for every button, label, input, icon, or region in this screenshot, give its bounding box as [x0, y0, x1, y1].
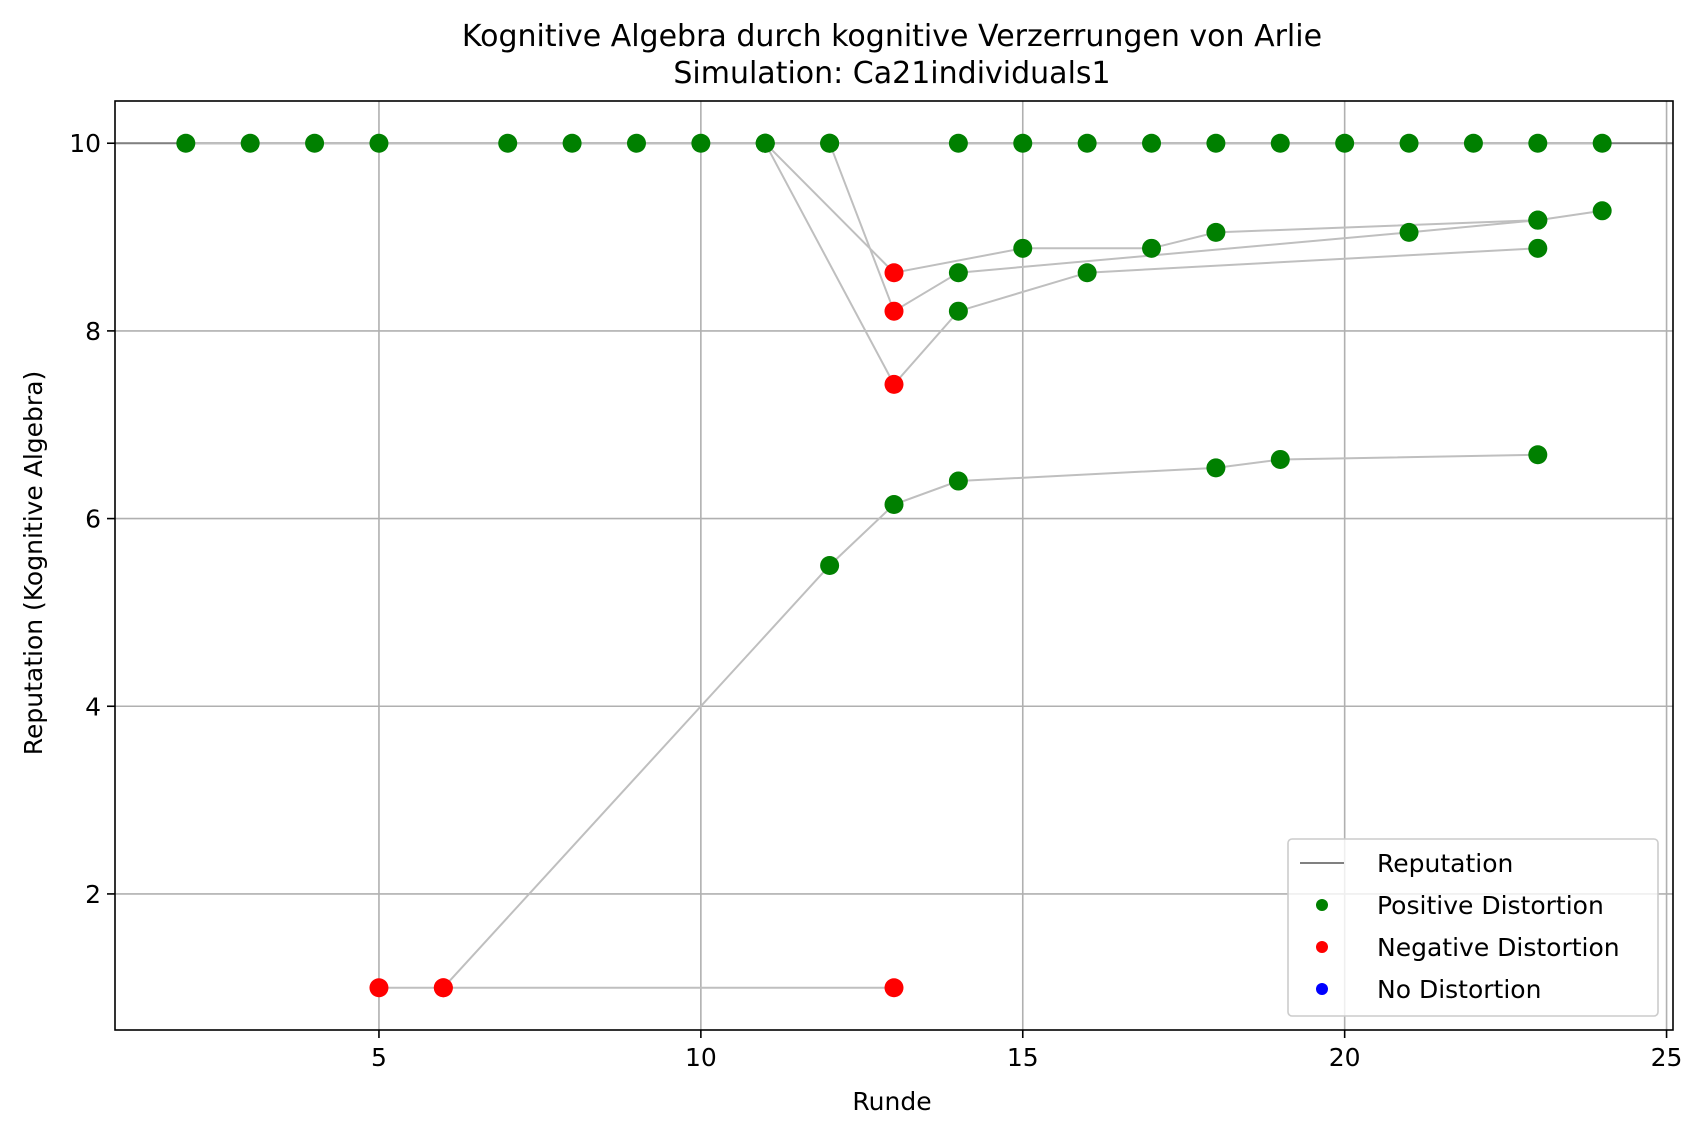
x-tick-label-4: 25: [1651, 1043, 1683, 1072]
data-point-3-3: [1399, 222, 1419, 242]
data-point-0-14: [1206, 133, 1226, 153]
legend-swatch-2: [1316, 941, 1328, 953]
legend-swatch-3: [1316, 983, 1328, 995]
data-point-3-1: [884, 301, 904, 321]
x-ticks: 5 10 15 20 25: [371, 1030, 1682, 1072]
data-point-0-18: [1463, 133, 1483, 153]
data-point-0-19: [1528, 133, 1548, 153]
data-point-0-15: [1270, 133, 1290, 153]
data-point-3-4: [1528, 210, 1548, 230]
legend-label-3: No Distortion: [1377, 975, 1541, 1004]
chart-subtitle: Simulation: Ca21individuals1: [673, 56, 1110, 91]
data-point-0-20: [1592, 133, 1612, 153]
legend: Reputation Positive Distortion Negative Di…: [1287, 838, 1659, 1017]
x-tick-label-3: 20: [1329, 1043, 1361, 1072]
data-point-1-3: [1142, 238, 1162, 258]
data-point-5-6: [1528, 445, 1548, 465]
data-point-2-2: [948, 301, 968, 321]
data-point-3-0: [820, 133, 840, 153]
legend-label-2: Negative Distortion: [1377, 933, 1620, 962]
plot-frame: [114, 100, 1674, 1031]
data-point-4-2: [884, 978, 904, 998]
data-point-0-12: [1077, 133, 1097, 153]
data-point-0-5: [562, 133, 582, 153]
data-point-4-0: [369, 978, 389, 998]
x-tick-label-1: 10: [685, 1043, 717, 1072]
data-point-0-0: [176, 133, 196, 153]
data-point-5-2: [884, 495, 904, 515]
data-point-0-17: [1399, 133, 1419, 153]
data-point-1-4: [1206, 222, 1226, 242]
legend-box: [1287, 838, 1659, 1017]
data-point-2-3: [1077, 263, 1097, 283]
y-tick-label-2: 6: [85, 505, 101, 534]
points: [176, 133, 1612, 998]
data-point-5-0: [433, 978, 453, 998]
data-point-5-1: [820, 556, 840, 575]
legend-swatch-1: [1316, 899, 1328, 911]
x-tick-label-0: 5: [371, 1043, 387, 1072]
data-point-2-4: [1528, 238, 1548, 258]
data-point-1-2: [1013, 238, 1033, 258]
x-tick-label-2: 15: [1007, 1043, 1039, 1072]
data-point-1-6: [1592, 201, 1612, 221]
data-point-0-6: [626, 133, 646, 153]
data-point-0-7: [691, 133, 711, 153]
legend-label-0: Reputation: [1377, 849, 1513, 878]
y-tick-label-0: 2: [85, 880, 101, 909]
y-axis-label: Reputation (Kognitive Algebra): [19, 371, 48, 756]
data-point-2-0: [755, 133, 775, 153]
data-point-1-1: [884, 263, 904, 283]
data-point-3-2: [948, 263, 968, 283]
y-tick-label-4: 10: [69, 129, 101, 158]
data-point-0-4: [498, 133, 518, 153]
x-axis-label: Runde: [852, 1087, 931, 1116]
series-line-3: [828, 142, 1538, 313]
data-point-0-11: [1013, 133, 1033, 153]
y-tick-label-3: 8: [85, 317, 101, 346]
y-tick-label-1: 4: [85, 692, 101, 721]
data-point-2-1: [884, 374, 904, 394]
data-point-5-5: [1270, 449, 1290, 469]
data-point-0-13: [1142, 133, 1162, 153]
data-point-0-16: [1335, 133, 1355, 153]
legend-label-1: Positive Distortion: [1377, 891, 1604, 920]
data-point-0-10: [948, 133, 968, 153]
y-ticks: 2 4 6 8 10: [69, 129, 115, 909]
data-point-0-1: [240, 133, 260, 153]
data-point-0-2: [305, 133, 325, 153]
chart-title: Kognitive Algebra durch kognitive Verzer…: [462, 19, 1322, 54]
data-point-0-3: [369, 133, 389, 153]
series-line-2: [764, 142, 1538, 387]
data-point-5-3: [948, 471, 968, 491]
data-point-5-4: [1206, 458, 1226, 478]
